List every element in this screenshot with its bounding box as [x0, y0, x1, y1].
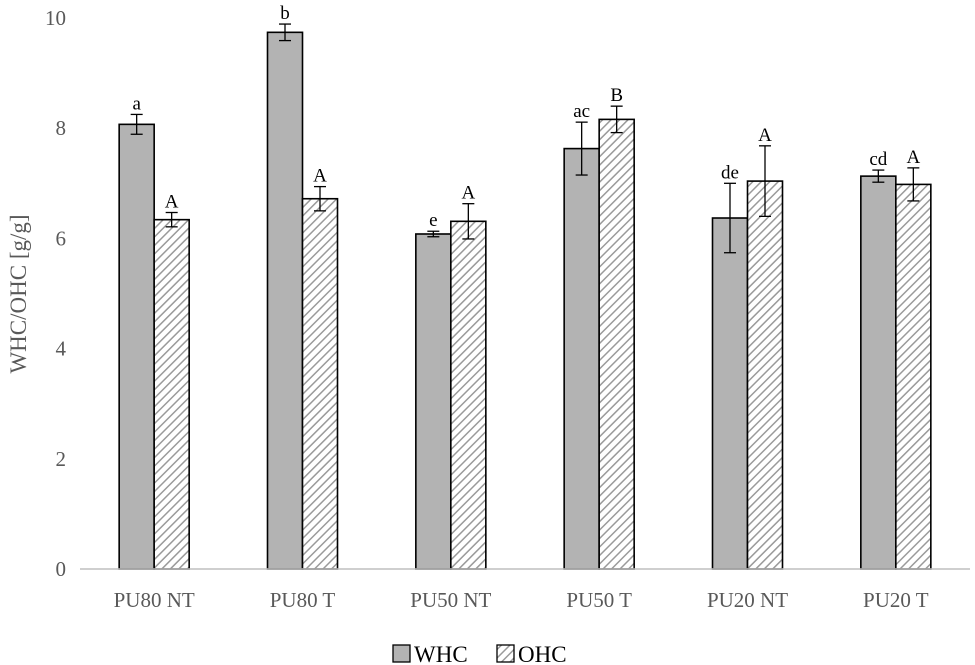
x-category-label: PU80 NT — [114, 588, 195, 612]
legend-label-whc: WHC — [414, 642, 468, 665]
significance-label: e — [429, 210, 437, 231]
x-category-label: PU80 T — [270, 588, 336, 612]
bar-whc — [711, 217, 749, 570]
bar-ohc — [746, 180, 784, 570]
bar-ohc — [153, 218, 190, 570]
significance-label: A — [313, 166, 327, 187]
y-tick-label: 4 — [56, 337, 67, 361]
legend-label-ohc: OHC — [518, 642, 567, 665]
bar-whc — [118, 123, 155, 570]
significance-label: b — [280, 3, 290, 24]
significance-label: ac — [573, 101, 590, 122]
x-category-label: PU20 NT — [707, 588, 788, 612]
y-tick-label: 6 — [56, 226, 67, 250]
y-tick-label: 10 — [45, 6, 66, 30]
y-axis-title: WHC/OHC [g/g] — [6, 214, 31, 373]
legend-swatch-ohc — [496, 644, 515, 663]
significance-label: A — [758, 125, 772, 146]
y-tick-label: 2 — [56, 447, 67, 471]
significance-label: de — [721, 162, 739, 183]
legend: WHC OHC — [392, 642, 567, 665]
bar-ohc — [301, 197, 339, 570]
bar-whc — [860, 175, 897, 570]
significance-label: a — [132, 93, 141, 114]
x-category-label: PU20 T — [863, 588, 929, 612]
bar-ohc — [450, 220, 487, 570]
y-tick-label: 8 — [56, 116, 67, 140]
significance-label: B — [610, 85, 623, 106]
x-category-label: PU50 NT — [410, 588, 491, 612]
significance-label: A — [906, 147, 920, 168]
bar-whc — [415, 233, 452, 570]
legend-swatch-whc — [392, 644, 411, 663]
bar-ohc — [895, 183, 932, 570]
bar-whc — [266, 31, 304, 570]
significance-label: cd — [869, 149, 887, 170]
x-category-label: PU50 T — [566, 588, 632, 612]
significance-label: A — [461, 183, 475, 204]
bar-ohc — [598, 118, 635, 570]
y-tick-label: 0 — [56, 557, 67, 581]
significance-label: A — [165, 192, 179, 213]
bar-whc — [563, 147, 600, 570]
